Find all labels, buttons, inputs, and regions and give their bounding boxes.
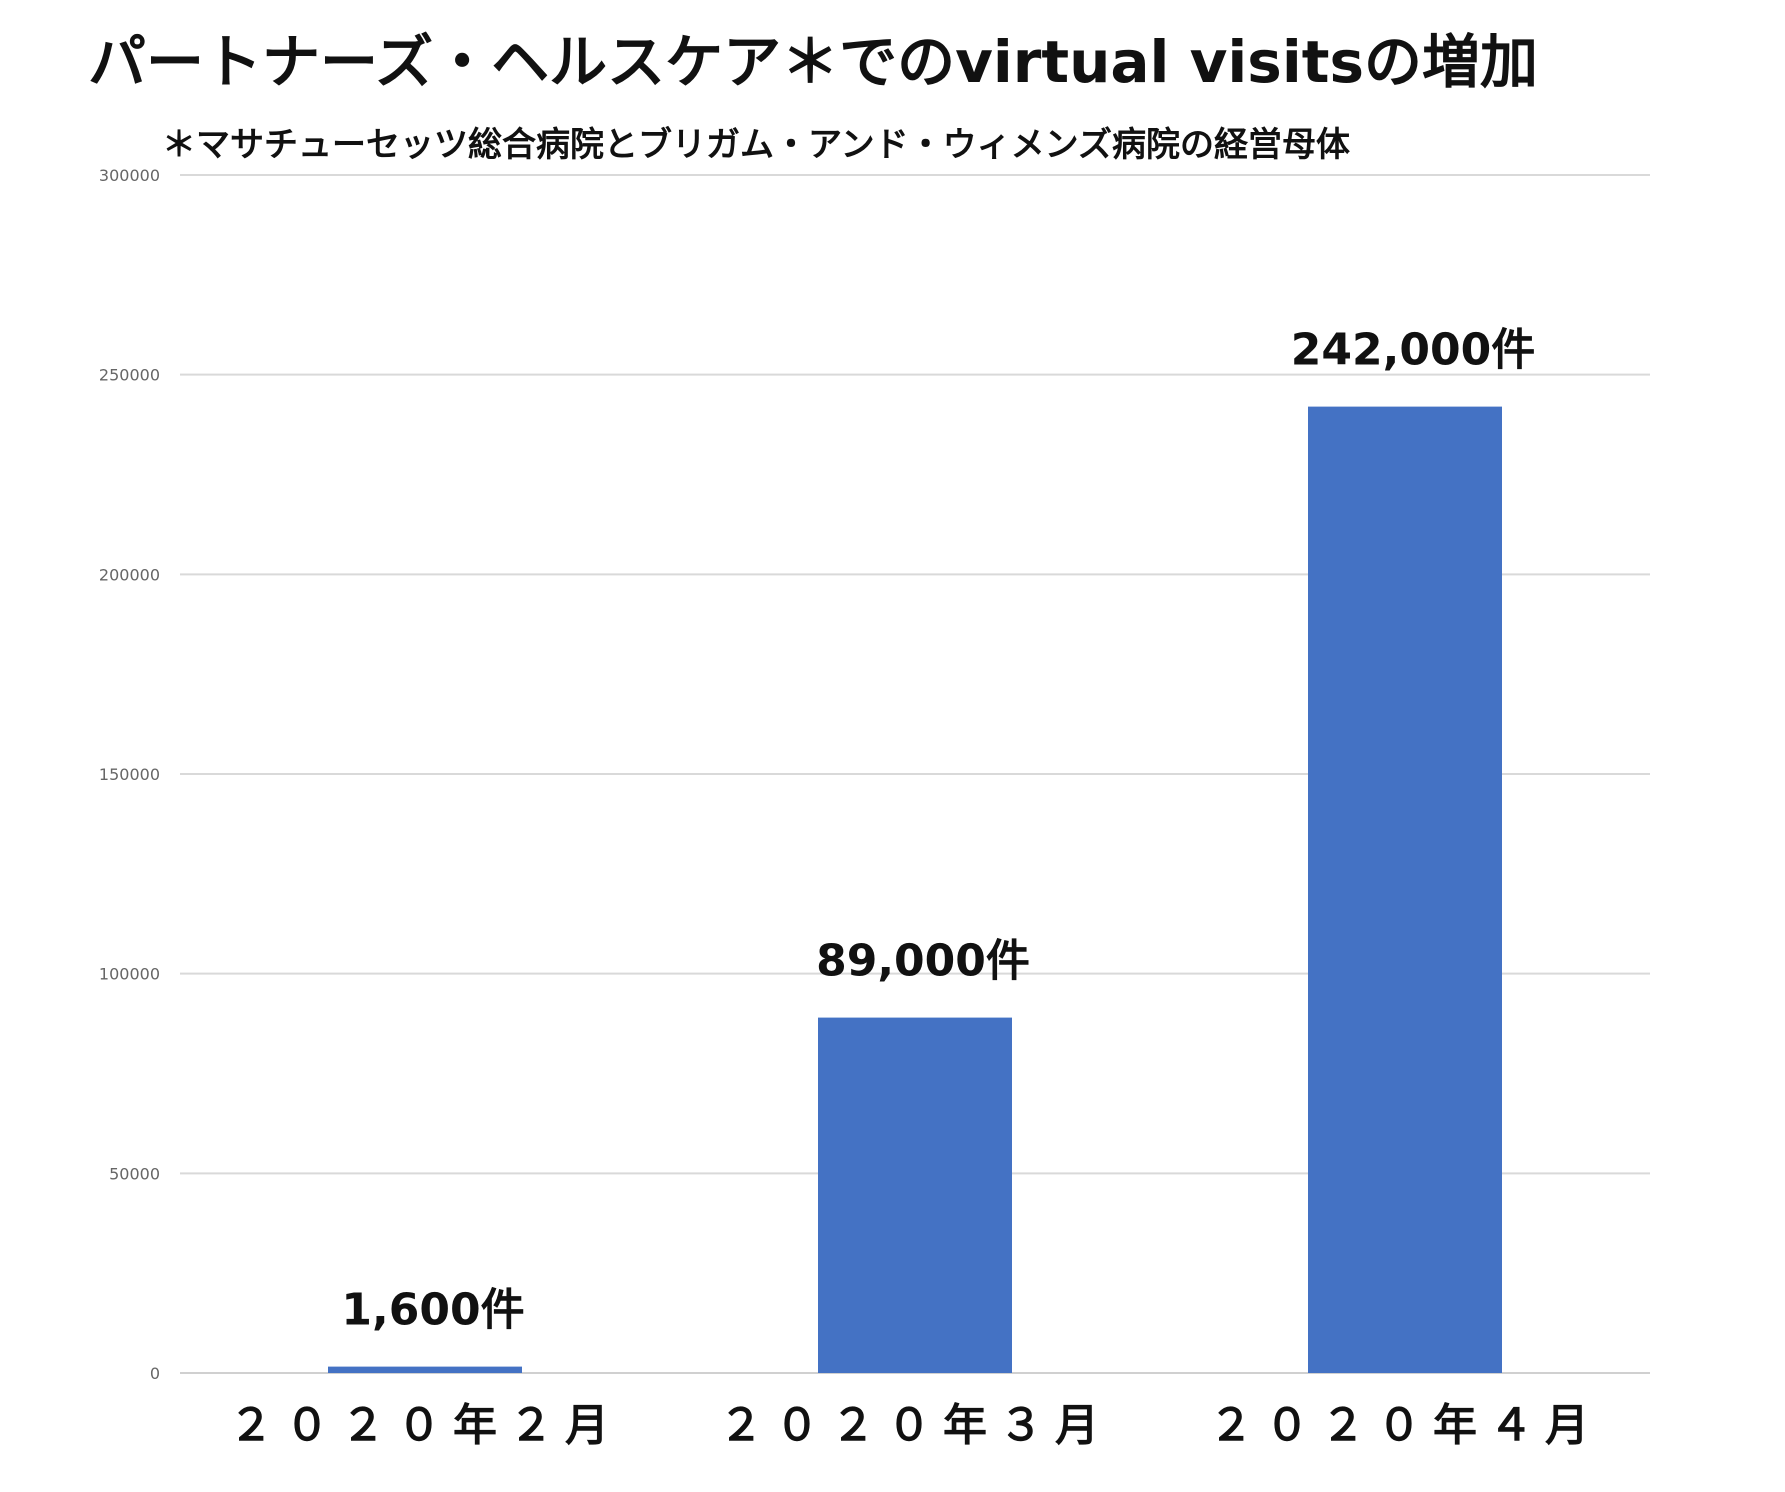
x-tick-label: ２０２０年４月 xyxy=(1209,1400,1601,1451)
x-axis-ticks: ２０２０年２月 ２０２０年３月 ２０２０年４月 xyxy=(229,1400,1601,1451)
bar xyxy=(1308,406,1502,1373)
chart-title: パートナーズ・ヘルスケア＊でのvirtual visitsの増加 xyxy=(88,28,1538,96)
data-label: 242,000件 xyxy=(1291,325,1535,376)
y-tick-label: 0 xyxy=(150,1364,160,1383)
y-tick-label: 150000 xyxy=(99,765,160,784)
data-label: 89,000件 xyxy=(816,936,1030,987)
y-tick-label: 50000 xyxy=(109,1164,160,1183)
data-labels: 1,600件 89,000件 242,000件 xyxy=(341,325,1535,1336)
y-tick-label: 100000 xyxy=(99,965,160,984)
bar xyxy=(328,1366,522,1373)
y-tick-label: 250000 xyxy=(99,366,160,385)
x-tick-label: ２０２０年２月 xyxy=(229,1400,621,1451)
x-tick-label: ２０２０年３月 xyxy=(719,1400,1111,1451)
y-tick-label: 300000 xyxy=(99,166,160,185)
bar xyxy=(818,1017,1012,1373)
data-label: 1,600件 xyxy=(341,1285,524,1336)
gridlines xyxy=(180,174,1650,1374)
y-axis-ticks: 0 50000 100000 150000 200000 250000 300000 xyxy=(99,166,160,1383)
chart-subtitle: ＊マサチューセッツ総合病院とブリガム・アンド・ウィメンズ病院の経営母体 xyxy=(162,125,1350,165)
y-tick-label: 200000 xyxy=(99,565,160,584)
bars xyxy=(328,406,1502,1373)
